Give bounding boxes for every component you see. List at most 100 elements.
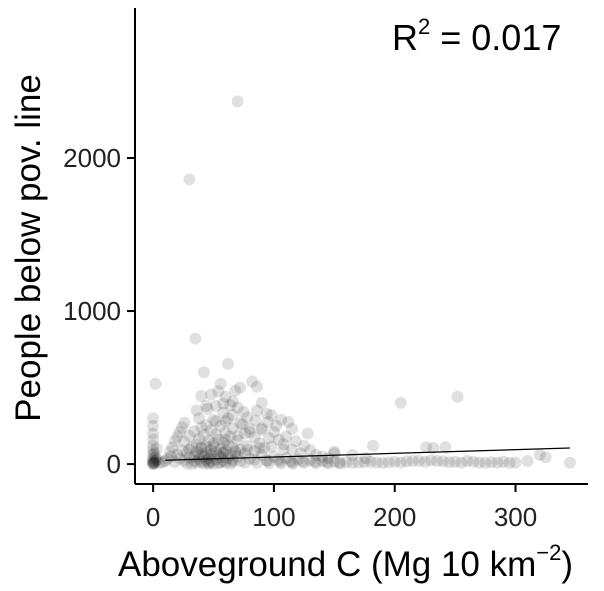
data-point bbox=[533, 448, 546, 461]
data-point bbox=[382, 456, 395, 469]
data-point bbox=[147, 444, 160, 457]
data-point bbox=[176, 421, 189, 434]
data-point bbox=[461, 455, 474, 467]
data-point bbox=[270, 419, 283, 432]
data-point bbox=[178, 454, 191, 467]
data-point bbox=[253, 437, 266, 450]
data-point bbox=[265, 440, 278, 453]
data-point bbox=[193, 432, 205, 445]
data-point bbox=[340, 456, 353, 469]
data-point bbox=[202, 435, 215, 448]
data-point bbox=[277, 443, 290, 456]
y-tick-label: 2000 bbox=[63, 143, 121, 173]
data-point bbox=[255, 423, 268, 436]
data-point bbox=[272, 433, 285, 446]
data-point bbox=[148, 457, 161, 470]
data-point bbox=[147, 448, 160, 461]
data-point bbox=[200, 440, 213, 453]
data-point bbox=[226, 441, 239, 454]
data-point bbox=[394, 396, 407, 409]
data-point bbox=[248, 431, 261, 444]
data-point bbox=[321, 456, 334, 469]
data-point bbox=[200, 419, 213, 432]
data-point bbox=[226, 395, 239, 408]
x-tick-label: 0 bbox=[146, 502, 160, 532]
data-point bbox=[173, 452, 186, 465]
data-point bbox=[231, 401, 244, 414]
annotation-exponent: 2 bbox=[418, 14, 430, 39]
data-point bbox=[241, 411, 254, 424]
data-point bbox=[149, 377, 162, 390]
data-point bbox=[284, 455, 297, 467]
data-point bbox=[147, 456, 160, 469]
data-point bbox=[219, 433, 232, 446]
data-point bbox=[226, 409, 239, 422]
data-point bbox=[443, 456, 456, 469]
y-tick-label: 1000 bbox=[63, 296, 121, 326]
data-point bbox=[189, 332, 202, 345]
data-point bbox=[185, 457, 198, 470]
data-point bbox=[195, 390, 208, 402]
data-point bbox=[485, 456, 498, 469]
data-point bbox=[497, 455, 510, 468]
data-point bbox=[334, 457, 347, 470]
data-point bbox=[147, 454, 160, 467]
data-point bbox=[195, 448, 208, 461]
data-point bbox=[188, 425, 201, 438]
data-point bbox=[263, 457, 276, 470]
data-point bbox=[209, 445, 222, 458]
data-point bbox=[289, 435, 302, 448]
data-point bbox=[298, 439, 311, 452]
data-point bbox=[370, 456, 383, 469]
data-point bbox=[222, 357, 234, 370]
data-point bbox=[231, 429, 244, 442]
x-ticks: 0 100 200 300 bbox=[146, 484, 537, 532]
data-point bbox=[367, 439, 379, 452]
data-point bbox=[229, 446, 242, 459]
data-point bbox=[238, 447, 251, 460]
data-point bbox=[217, 454, 230, 467]
data-point bbox=[509, 456, 522, 469]
data-point bbox=[173, 426, 186, 438]
data-point bbox=[234, 443, 247, 456]
data-point bbox=[491, 456, 504, 469]
data-point bbox=[243, 426, 256, 438]
x-tick-label: 100 bbox=[252, 502, 295, 532]
data-point bbox=[148, 447, 161, 460]
x-axis-title-text: Aboveground C (Mg 10 km bbox=[118, 545, 536, 584]
data-point bbox=[212, 457, 225, 470]
data-point bbox=[280, 430, 292, 443]
data-point bbox=[237, 406, 250, 419]
data-point bbox=[394, 456, 407, 469]
data-point bbox=[304, 444, 317, 457]
data-point bbox=[286, 456, 298, 469]
data-point bbox=[236, 418, 249, 431]
data-point bbox=[201, 403, 214, 415]
data-point bbox=[282, 416, 295, 428]
data-point bbox=[222, 412, 234, 425]
x-tick-label: 300 bbox=[494, 502, 537, 532]
data-point bbox=[425, 454, 437, 467]
data-point bbox=[234, 381, 247, 394]
data-point bbox=[437, 455, 449, 468]
data-point bbox=[248, 453, 261, 466]
data-point bbox=[217, 436, 230, 449]
points-layer bbox=[147, 95, 576, 471]
data-point bbox=[214, 443, 227, 456]
data-point bbox=[212, 433, 225, 446]
data-point bbox=[473, 456, 486, 469]
data-point bbox=[197, 366, 210, 379]
data-point bbox=[178, 416, 191, 429]
data-point bbox=[150, 453, 163, 466]
data-point bbox=[316, 450, 329, 463]
data-point bbox=[183, 173, 196, 186]
data-point bbox=[267, 426, 280, 438]
data-point bbox=[212, 385, 225, 398]
data-point bbox=[451, 390, 464, 403]
data-point bbox=[358, 456, 371, 469]
data-point bbox=[260, 407, 273, 420]
data-point bbox=[209, 453, 222, 466]
data-point bbox=[207, 457, 220, 470]
data-point bbox=[200, 399, 213, 412]
x-axis-title: Aboveground C (Mg 10 km−2) bbox=[118, 540, 573, 584]
